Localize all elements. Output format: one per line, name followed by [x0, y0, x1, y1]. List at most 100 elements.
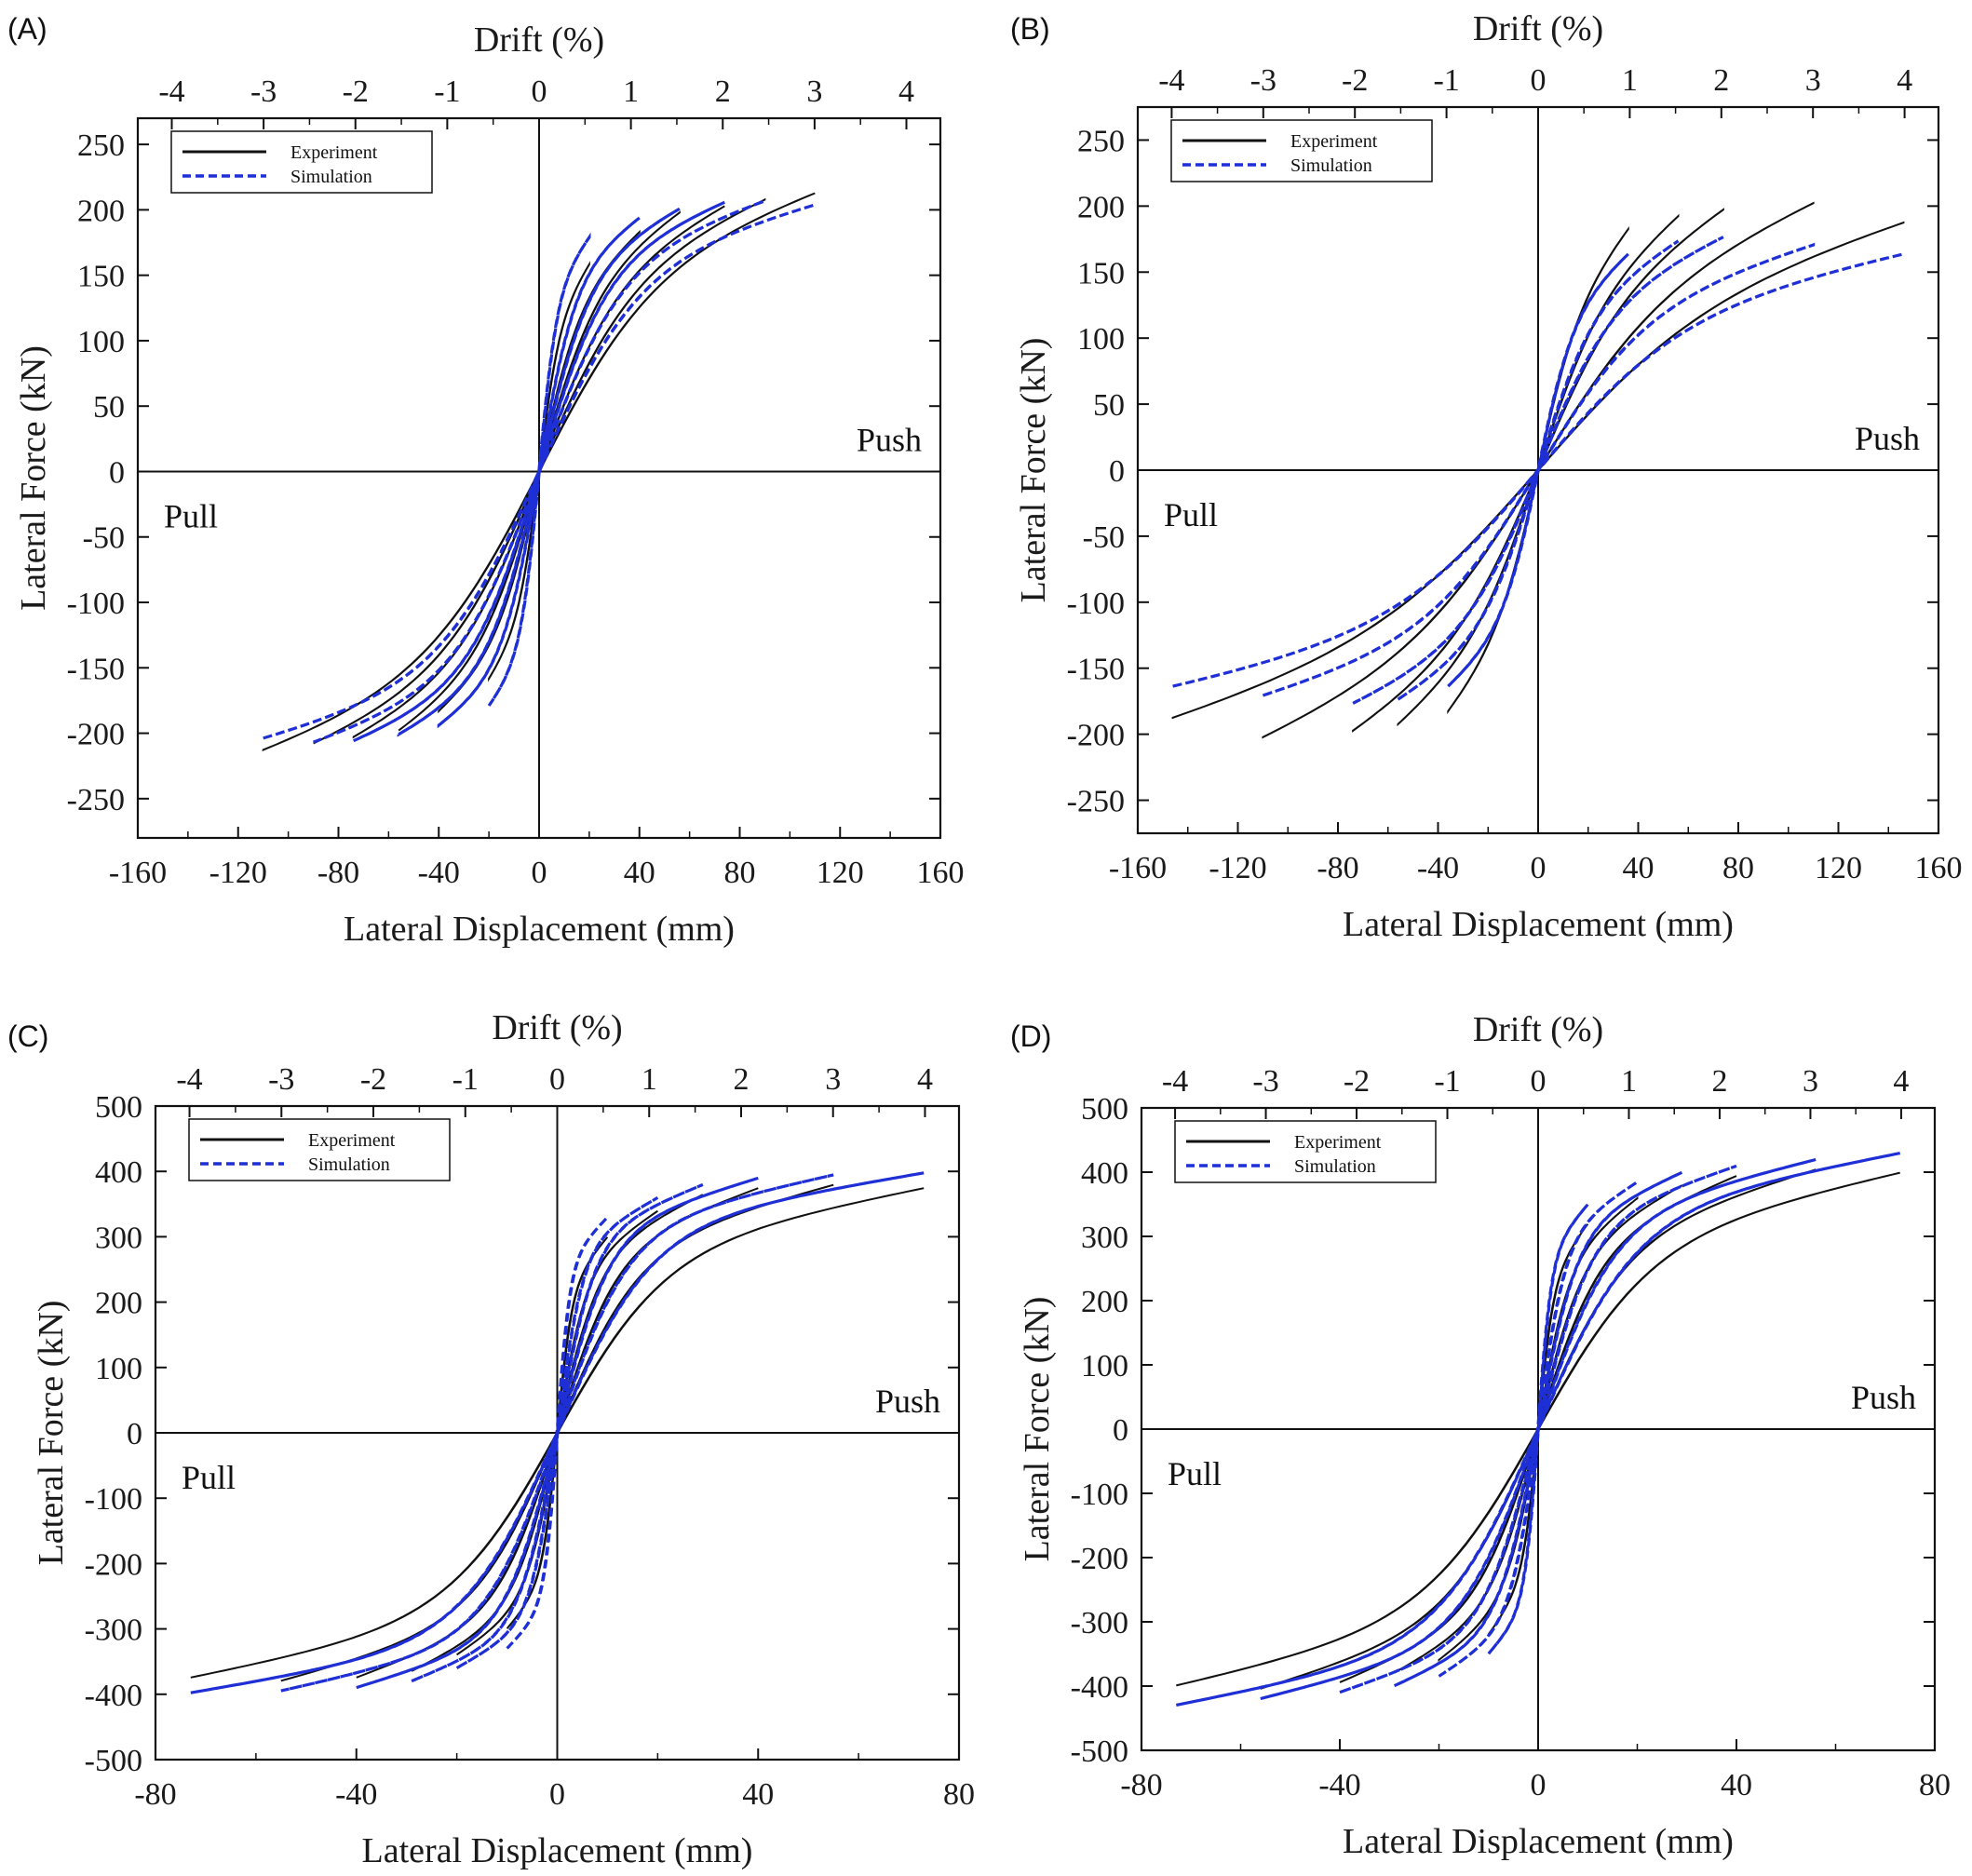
y-tick-label: -200 [85, 1547, 142, 1582]
y-tick-label: 50 [1093, 388, 1125, 423]
simulation-loop-4 [356, 1176, 759, 1690]
pull-annotation: Pull [164, 497, 218, 534]
legend-experiment-label: Experiment [290, 142, 378, 163]
drift-tick-label: -1 [1433, 63, 1459, 98]
x-tick-label: -160 [1109, 851, 1167, 885]
y-tick-label: 0 [1109, 454, 1125, 489]
drift-axis-title: Drift (%) [474, 20, 604, 60]
pull-annotation: Pull [182, 1459, 236, 1496]
x-tick-label: 40 [624, 856, 655, 890]
x-tick-label: 160 [1915, 851, 1963, 885]
drift-tick-label: -1 [1434, 1064, 1460, 1099]
simulation-loop-4 [353, 200, 725, 743]
legend-simulation-label: Simulation [308, 1154, 390, 1175]
simulation-loop-2 [1397, 239, 1680, 701]
y-tick-label: 150 [1077, 256, 1125, 290]
y-tick-label: -400 [1071, 1670, 1128, 1705]
y-tick-label: 400 [95, 1155, 142, 1190]
y-tick-label: 250 [1077, 124, 1125, 158]
simulation-loop-6 [263, 203, 816, 740]
y-tick-label: 0 [109, 455, 125, 490]
drift-tick-label: 2 [1713, 63, 1729, 98]
y-tick-label: 200 [95, 1287, 142, 1321]
x-axis-title: Lateral Displacement (mm) [362, 1831, 753, 1870]
legend: Experiment Simulation [1174, 1120, 1437, 1183]
simulation-loop-5 [280, 1173, 834, 1693]
drift-axis-title: Drift (%) [492, 1008, 622, 1047]
legend-simulation-label: Simulation [1290, 155, 1372, 176]
legend: Experiment Simulation [1170, 119, 1433, 182]
experiment-loop-4 [1339, 1175, 1737, 1683]
drift-tick-label: 4 [1897, 63, 1912, 98]
x-tick-label: 80 [724, 856, 756, 890]
y-tick-label: -100 [1067, 587, 1125, 621]
simulation-loop-2 [455, 1196, 659, 1669]
push-annotation: Push [1851, 1379, 1916, 1416]
pull-annotation: Pull [1164, 496, 1218, 533]
x-tick-label: 0 [532, 856, 547, 890]
experiment-loop-6 [262, 192, 816, 752]
y-tick-label: -100 [85, 1482, 142, 1517]
simulation-loop-1 [506, 1216, 609, 1650]
push-annotation: Push [1855, 420, 1920, 457]
x-tick-label: -80 [317, 856, 359, 890]
plot-area [1171, 201, 1905, 739]
drift-tick-label: 3 [1803, 1064, 1818, 1099]
x-tick-label: -40 [1318, 1768, 1360, 1802]
panel-label: (D) [1010, 1019, 1051, 1053]
y-tick-label: 50 [93, 390, 125, 425]
y-tick-label: 500 [1081, 1092, 1128, 1127]
x-tick-label: 40 [1623, 851, 1655, 885]
legend-box [170, 130, 433, 194]
panel-label: (B) [1010, 12, 1050, 46]
x-tick-label: 0 [549, 1777, 565, 1812]
drift-tick-label: -3 [1252, 1064, 1278, 1099]
y-axis-title: Lateral Force (kN) [14, 345, 53, 611]
panel-b: -160 -120 -80 -40 0 40 80 120 160-250-200-150-10… [1010, 9, 1963, 944]
simulation-loop-6 [1175, 1152, 1901, 1707]
drift-tick-label: -2 [360, 1062, 386, 1097]
x-axis-title: Lateral Displacement (mm) [1343, 1822, 1734, 1861]
drift-tick-label: 2 [733, 1062, 749, 1097]
drift-tick-label: -1 [452, 1062, 479, 1097]
x-tick-label: -120 [209, 856, 267, 890]
simulation-loop-4 [1261, 242, 1816, 698]
y-tick-label: -50 [83, 521, 125, 556]
legend-experiment-label: Experiment [1290, 131, 1378, 152]
y-tick-label: 100 [95, 1352, 142, 1386]
legend-box [1174, 1120, 1437, 1183]
x-tick-label: -40 [335, 1777, 377, 1812]
x-tick-label: -40 [418, 856, 460, 890]
drift-tick-label: 1 [623, 74, 639, 109]
drift-tick-label: -2 [1344, 1064, 1370, 1099]
legend-box [1170, 119, 1433, 182]
experiment-loop-1 [506, 1236, 609, 1629]
y-axis-title: Lateral Force (kN) [32, 1301, 71, 1566]
experiment-loop-1 [488, 261, 590, 682]
x-tick-label: 120 [817, 856, 864, 890]
push-annotation: Push [857, 421, 922, 458]
drift-tick-label: 4 [1893, 1064, 1909, 1099]
y-tick-label: -50 [1083, 520, 1125, 555]
y-tick-label: -250 [1067, 785, 1125, 819]
y-tick-label: 100 [1081, 1349, 1128, 1383]
drift-tick-label: 2 [715, 74, 731, 109]
x-axis-title: Lateral Displacement (mm) [344, 910, 735, 949]
simulation-loop-5 [313, 199, 765, 744]
drift-axis-title: Drift (%) [1473, 1010, 1603, 1049]
plot-area [262, 192, 816, 752]
legend-experiment-label: Experiment [308, 1130, 396, 1151]
drift-tick-label: -3 [268, 1062, 294, 1097]
simulation-loop-3 [411, 1182, 704, 1683]
drift-tick-label: 4 [917, 1062, 933, 1097]
y-tick-label: -100 [67, 587, 125, 621]
drift-tick-label: 1 [642, 1062, 657, 1097]
experiment-loop-5 [313, 197, 766, 745]
x-tick-label: 80 [1919, 1768, 1951, 1802]
legend-simulation-label: Simulation [290, 167, 372, 187]
y-tick-label: -300 [1071, 1606, 1128, 1640]
drift-tick-label: 3 [806, 74, 822, 109]
y-tick-label: -150 [67, 652, 125, 686]
x-tick-label: 0 [1531, 1768, 1547, 1802]
